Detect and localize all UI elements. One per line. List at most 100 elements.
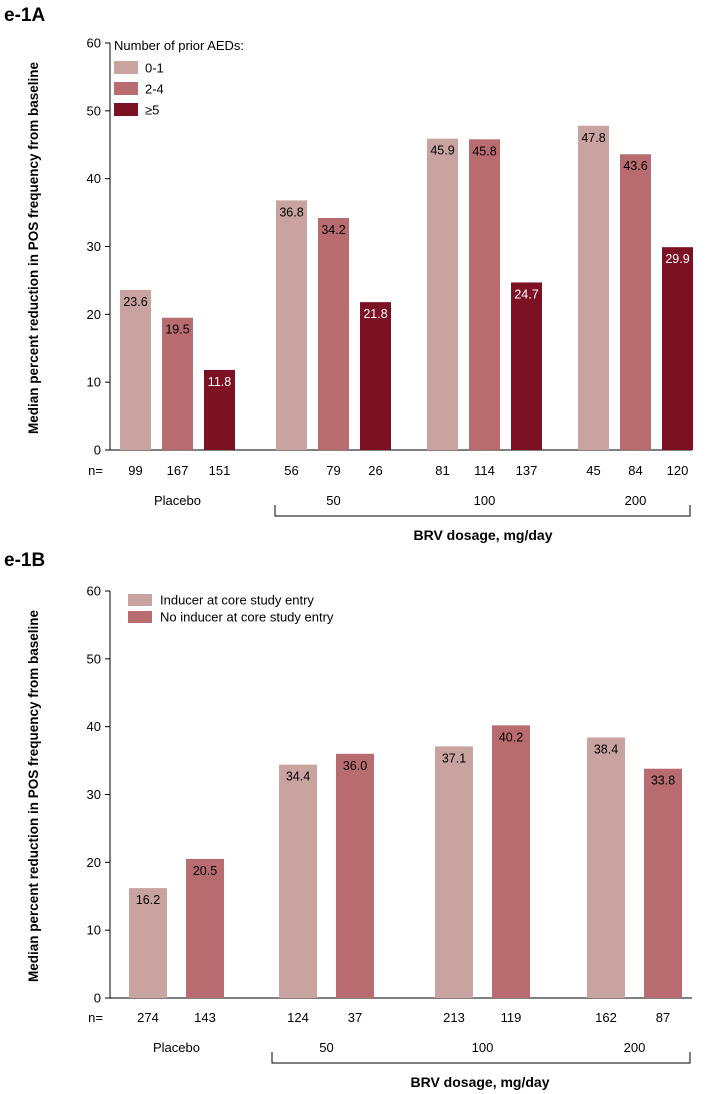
panel-a-n-prefix: n= (88, 463, 103, 478)
panel-b-y-tick-label: 10 (87, 923, 101, 938)
panel-b-bar (186, 858, 224, 998)
panel-b-y-tick-label: 20 (87, 855, 101, 870)
panel-b-bar (336, 753, 374, 998)
panel-b-bar-value-label: 37.1 (442, 751, 466, 765)
panel-a-y-tick-label: 10 (87, 375, 101, 390)
panel-b-legend-swatch (128, 594, 152, 606)
panel-b-category-label: Placebo (153, 1040, 200, 1055)
panel-a-bar-value-label: 29.9 (665, 252, 689, 266)
panel-b-bar (279, 764, 317, 998)
panel-a-title: e-1A (4, 5, 45, 26)
panel-a-bar (578, 125, 609, 451)
panel-b-bar (129, 888, 167, 998)
panel-b-bar-value-label: 33.8 (651, 774, 675, 788)
panel-a-legend-swatch (114, 61, 138, 74)
panel-b-n-label: 119 (501, 1010, 522, 1025)
panel-a-bar-value-label: 45.8 (472, 144, 496, 158)
panel-a-bar (204, 369, 235, 450)
panel-a-n-label: 84 (628, 463, 642, 478)
panel-b-bar-value-label: 38.4 (594, 743, 618, 757)
panel-b-n-label: 143 (194, 1010, 216, 1025)
panel-a-bar (427, 138, 458, 450)
panel-a-bar-value-label: 36.8 (279, 205, 303, 219)
panel-a-bar-value-label: 19.5 (165, 323, 189, 337)
panel-a-bar (620, 154, 651, 450)
panel-b-n-label: 274 (137, 1010, 159, 1025)
panel-b-bar-value-label: 16.2 (136, 893, 160, 907)
panel-a-bar-value-label: 47.8 (581, 131, 605, 145)
panel-b-n-label: 87 (656, 1010, 670, 1025)
panel-a-legend-swatch (114, 82, 138, 95)
panel-b-category-label: 100 (472, 1040, 494, 1055)
panel-b-y-tick-label: 30 (87, 787, 101, 802)
panel-a-legend-title: Number of prior AEDs: (114, 38, 244, 53)
panel-b-legend-entry: Inducer at core study entry (160, 593, 314, 608)
panel-a-n-label: 26 (368, 463, 382, 478)
panel-a-category-label: 100 (474, 493, 496, 508)
panel-a-n-label: 137 (516, 463, 538, 478)
panel-a-legend-entry: 2-4 (145, 82, 164, 97)
panel-b-bar (492, 725, 530, 998)
panel-b-plot: 0 10 20 30 40 50 60 16.2 274 20.5 143 Placebo 34.4 12… (87, 584, 692, 1064)
panel-a-bar (662, 247, 693, 450)
panel-a-y-tick-label: 20 (87, 307, 101, 322)
panel-a-bar-value-label: 34.2 (321, 223, 345, 237)
panel-b-n-label: 213 (443, 1010, 465, 1025)
panel-b-title: e-1B (4, 550, 45, 571)
panel-a-y-tick-label: 40 (87, 171, 101, 186)
panel-b-bar (435, 746, 473, 998)
panel-a-bar-value-label: 24.7 (514, 287, 538, 301)
panel-a-bar-value-label: 23.6 (123, 295, 147, 309)
panel-b-y-tick-label: 40 (87, 719, 101, 734)
panel-a-n-label: 56 (284, 463, 298, 478)
panel-a-plot: 0 10 20 30 40 50 60 23.6 99 19.5 167 11.8 151 Placebo… (87, 36, 693, 517)
panel-a-legend-entry: 0-1 (145, 61, 164, 76)
panel-b-n-label: 124 (287, 1010, 309, 1025)
panel-b-category-label: 200 (624, 1040, 646, 1055)
panel-b-bar-value-label: 40.2 (499, 730, 523, 744)
panel-a-category-label: 50 (326, 493, 340, 508)
panel-b-y-tick-label: 0 (94, 991, 101, 1006)
panel-a-n-label: 81 (435, 463, 449, 478)
panel-b-bar (644, 768, 682, 998)
panel-a-bar (120, 289, 151, 450)
panel-a-n-label: 45 (586, 463, 600, 478)
panel-a-y-tick-label: 0 (94, 443, 101, 458)
panel-a-legend-entry: ≥5 (145, 103, 159, 118)
panel-a-n-label: 79 (326, 463, 340, 478)
panel-b-y-tick-label: 50 (87, 651, 101, 666)
panel-b-n-label: 37 (348, 1010, 362, 1025)
panel-b-legend-entry: No inducer at core study entry (160, 610, 334, 625)
panel-b-legend-swatch (128, 611, 152, 623)
panel-a-category-label: Placebo (154, 493, 201, 508)
panel-a-x-axis-label: BRV dosage, mg/day (413, 527, 552, 543)
panel-a-n-label: 120 (667, 463, 689, 478)
panel-a-bar (276, 200, 307, 450)
panel-a-y-tick-label: 60 (87, 36, 101, 51)
panel-b-dose-bracket (271, 1052, 691, 1064)
panel-b-x-axis-label: BRV dosage, mg/day (410, 1074, 549, 1090)
panel-a-category-label: 200 (625, 493, 647, 508)
panel-a-bar-value-label: 21.8 (363, 307, 387, 321)
panel-a-y-axis-label: Median percent reduction in POS frequenc… (26, 61, 41, 434)
panel-b-bar (587, 737, 625, 998)
panel-a-n-label: 167 (167, 463, 189, 478)
panel-b-y-tick-label: 60 (87, 584, 101, 599)
panel-a-bar (318, 218, 349, 450)
panel-b-bar-value-label: 34.4 (286, 770, 310, 784)
panel-a-bar (360, 302, 391, 450)
panel-a-legend-swatch (114, 103, 138, 116)
panel-a-n-label: 151 (209, 463, 231, 478)
panel-a-bar-value-label: 11.8 (208, 375, 231, 389)
panel-a-bar (469, 139, 500, 450)
panel-b-bar-value-label: 36.0 (343, 759, 367, 773)
panel-b-y-axis-label: Median percent reduction in POS frequenc… (26, 609, 41, 982)
panel-a-bar-value-label: 43.6 (623, 159, 647, 173)
panel-a-y-tick-label: 50 (87, 103, 101, 118)
panel-a-n-label: 99 (128, 463, 142, 478)
panel-a-dose-bracket (274, 505, 691, 517)
panel-a-bar (162, 317, 193, 450)
panel-a-bar-value-label: 45.9 (430, 144, 454, 158)
panel-a-n-label: 114 (474, 463, 495, 478)
panel-b-n-label: 162 (595, 1010, 617, 1025)
